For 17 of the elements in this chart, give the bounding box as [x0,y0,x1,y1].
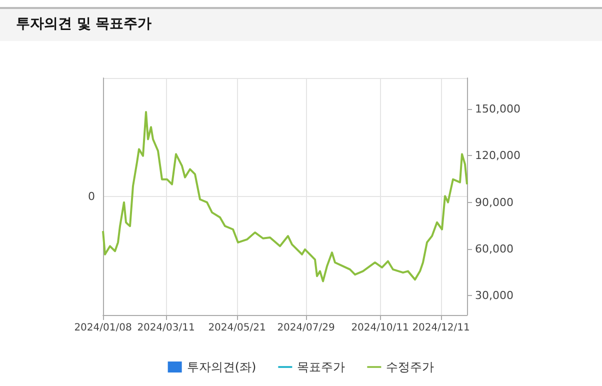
legend-label: 목표주가 [297,360,346,374]
x-tick-label: 2024/07/29 [277,322,335,334]
y2-tick-label: 30,000 [475,289,514,302]
text: 0 [88,190,95,203]
y2-tick-label: 60,000 [475,242,514,256]
y2-tick-label: 90,000 [475,196,514,209]
legend-label: 수정주가 [386,360,434,374]
legend-label: 투자의견(좌) [186,360,256,374]
x-tick-label: 2024/03/11 [137,322,195,334]
y2-tick-label: 150,000 [475,102,520,116]
x-tick-label: 2024/12/11 [412,322,470,334]
chart-title: 투자의견 및 목표주가 [0,7,602,41]
x-tick-label: 2024/01/08 [74,322,132,334]
x-tick-label: 2024/05/21 [208,322,266,334]
x-tick-label: 2024/10/11 [351,322,409,334]
y2-tick-label: 120,000 [475,149,520,162]
line-series [102,111,468,282]
